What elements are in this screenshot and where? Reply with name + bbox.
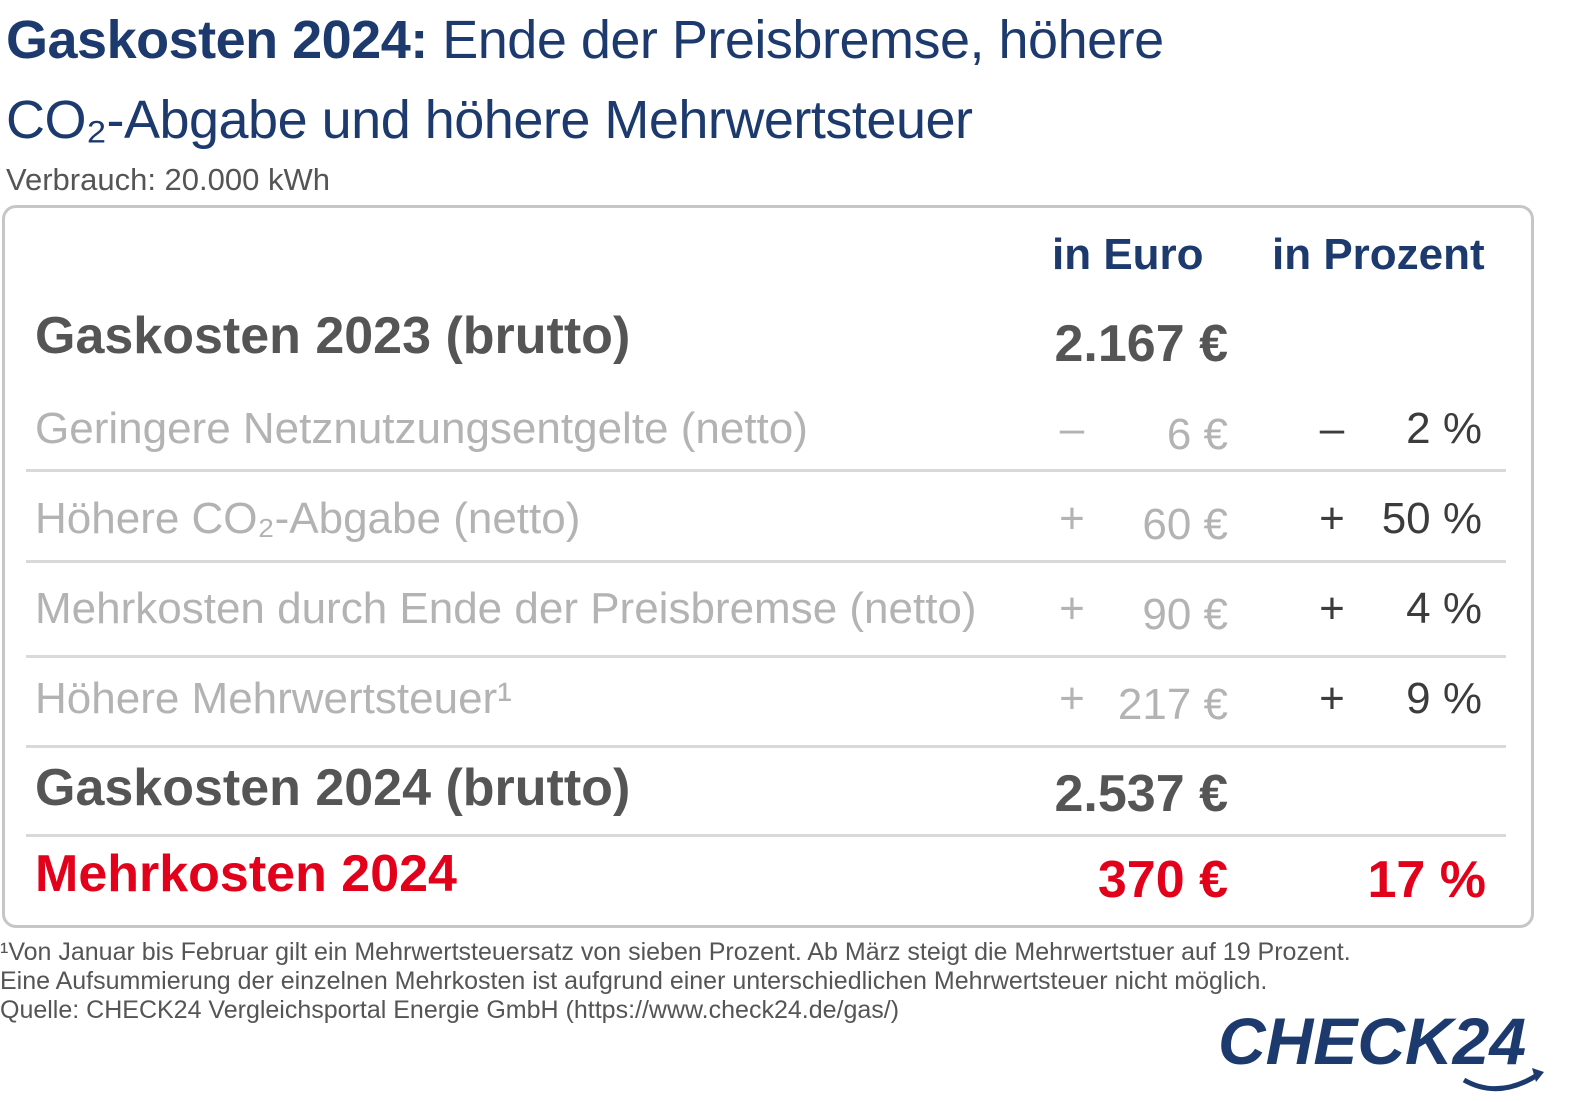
title-rest: Ende der Preisbremse, höhere [427, 10, 1164, 70]
row-label: Gaskosten 2024 (brutto) [35, 759, 631, 817]
row-euro-value: 370 € [1097, 851, 1228, 909]
row-divider [26, 655, 1506, 658]
row-label: Gaskosten 2023 (brutto) [35, 307, 631, 365]
row-label: Mehrkosten 2024 [35, 845, 457, 903]
title-bold: Gaskosten 2024: [6, 10, 428, 70]
row-euro-value: 217 € [1117, 680, 1228, 729]
row-pct-value: 4 % [1406, 584, 1482, 633]
row-euro-value: 2.167 € [1054, 315, 1229, 373]
row-pct-value: 9 % [1406, 674, 1482, 723]
row-divider [26, 745, 1506, 748]
row-pct-sign: – [1319, 404, 1345, 453]
row-label: Höhere CO₂-Abgabe (netto) [35, 494, 581, 543]
row-label: Geringere Netznutzungsentgelte (netto) [35, 404, 808, 453]
row-euro-sign: – [1059, 404, 1085, 453]
row-euro-value: 90 € [1142, 590, 1228, 639]
footnote-sum: Eine Aufsummierung der einzelnen Mehrkos… [0, 967, 1268, 995]
logo-text: CHECK24 [1218, 1004, 1526, 1078]
row-pct-sign: + [1319, 584, 1345, 633]
row-pct-value: 2 % [1406, 404, 1482, 453]
row-euro-sign: + [1059, 674, 1085, 723]
footnote-vat: ¹Von Januar bis Februar gilt ein Mehrwer… [0, 938, 1351, 966]
check24-logo: CHECK24 [1218, 1004, 1544, 1092]
row-euro-value: 6 € [1166, 410, 1228, 459]
logo-arrow-icon [1532, 1068, 1544, 1082]
row-euro-sign: + [1059, 584, 1085, 633]
row-euro-value: 2.537 € [1054, 765, 1229, 823]
row-divider [26, 560, 1506, 563]
row-divider [26, 469, 1506, 472]
row-label: Mehrkosten durch Ende der Preisbremse (n… [35, 584, 977, 633]
table-panel [2, 205, 1534, 928]
row-pct-sign: + [1319, 494, 1345, 543]
page-title: Gaskosten 2024: Ende der Preisbremse, hö… [6, 0, 1566, 160]
row-euro-value: 60 € [1142, 500, 1228, 549]
logo-swoosh [1462, 1071, 1541, 1092]
row-pct-sign: + [1319, 674, 1345, 723]
row-euro-sign: + [1059, 494, 1085, 543]
row-pct-value: 17 % [1367, 851, 1486, 909]
title-line2: CO₂-Abgabe und höhere Mehrwertsteuer [6, 90, 973, 150]
column-header-euro: in Euro [1052, 230, 1204, 279]
row-divider [26, 834, 1506, 837]
subtitle: Verbrauch: 20.000 kWh [6, 162, 330, 197]
row-pct-value: 50 % [1381, 494, 1482, 543]
row-label: Höhere Mehrwertsteuer¹ [35, 674, 512, 723]
column-header-percent: in Prozent [1272, 230, 1485, 279]
footnote-source: Quelle: CHECK24 Vergleichsportal Energie… [0, 996, 900, 1024]
